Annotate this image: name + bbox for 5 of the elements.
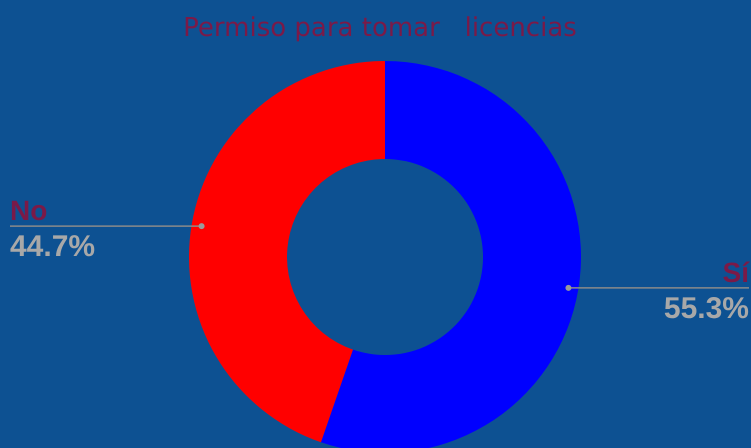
data-label: 55.3% [664, 292, 749, 325]
slice-label: No [10, 195, 48, 226]
slice-label: Sí [722, 256, 750, 288]
data-label: 44.7% [10, 230, 96, 264]
chart-title: Permiso para tomar licencias [183, 13, 577, 43]
